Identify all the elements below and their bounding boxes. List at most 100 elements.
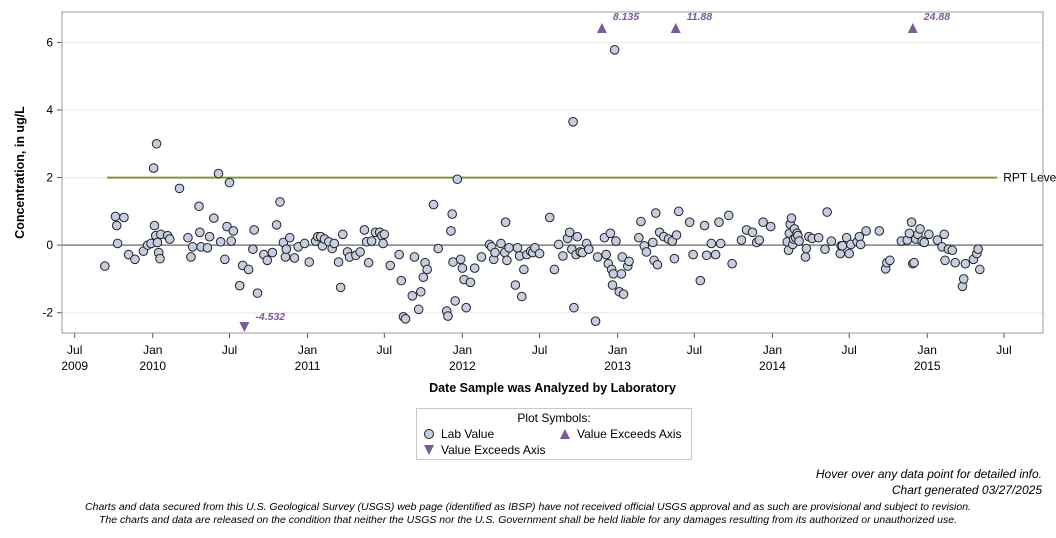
lab-value-point[interactable] — [714, 217, 724, 227]
lab-value-point[interactable] — [919, 237, 930, 248]
lab-value-point[interactable] — [465, 277, 476, 288]
lab-value-point[interactable] — [813, 232, 824, 243]
lab-value-point[interactable] — [249, 225, 259, 235]
lab-value-point[interactable] — [416, 286, 426, 297]
lab-value-point[interactable] — [130, 254, 140, 265]
legend-item-exceeds-down[interactable]: Value Exceeds Axis — [423, 443, 546, 457]
lab-value-point[interactable] — [228, 226, 239, 236]
lab-value-point[interactable] — [950, 257, 961, 268]
lab-value-point[interactable] — [512, 243, 523, 253]
lab-value-point[interactable] — [906, 217, 917, 227]
lab-value-point[interactable] — [366, 236, 377, 246]
lab-value-point[interactable] — [939, 229, 949, 240]
lab-value-point[interactable] — [281, 244, 292, 255]
lab-value-point[interactable] — [407, 291, 418, 301]
lab-value-point[interactable] — [359, 225, 370, 235]
lab-value-point[interactable] — [609, 45, 620, 55]
lab-value-point[interactable] — [209, 213, 219, 223]
lab-value-point[interactable] — [461, 302, 471, 313]
lab-value-point[interactable] — [932, 235, 943, 245]
lab-value-point[interactable] — [418, 272, 429, 283]
lab-value-point[interactable] — [765, 221, 776, 232]
lab-value-point[interactable] — [924, 229, 934, 240]
lab-value-point[interactable] — [794, 236, 804, 246]
lab-value-point[interactable] — [754, 235, 765, 245]
lab-value-point[interactable] — [289, 253, 300, 263]
lab-value-point[interactable] — [100, 261, 110, 271]
lab-value-point[interactable] — [723, 210, 734, 221]
lab-value-point[interactable] — [544, 212, 555, 223]
lab-value-point[interactable] — [363, 257, 374, 268]
lab-value-point[interactable] — [119, 212, 129, 223]
lab-value-point[interactable] — [617, 252, 628, 262]
lab-value-point[interactable] — [650, 208, 661, 218]
lab-value-point[interactable] — [669, 253, 680, 264]
data-points[interactable]: 8.135 11.88 24.88 -4.532 — [100, 11, 985, 332]
lab-value-point[interactable] — [502, 255, 512, 266]
lab-value-point[interactable] — [611, 236, 621, 246]
lab-value-point[interactable] — [234, 280, 245, 291]
lab-value-point[interactable] — [202, 243, 213, 253]
lab-value-point[interactable] — [583, 244, 594, 255]
lab-value-point[interactable] — [727, 258, 737, 269]
lab-value-point[interactable] — [519, 264, 529, 275]
lab-value-point[interactable] — [605, 228, 616, 239]
lab-value-point[interactable] — [379, 229, 390, 240]
lab-value-point[interactable] — [568, 117, 578, 127]
lab-value-point[interactable] — [111, 220, 122, 231]
lab-value-point[interactable] — [280, 252, 291, 262]
lab-value-point[interactable] — [590, 316, 601, 326]
legend-item-exceeds-up[interactable]: Value Exceeds Axis — [559, 427, 682, 441]
lab-value-point[interactable] — [699, 220, 710, 231]
lab-value-point[interactable] — [220, 254, 230, 265]
lab-value-point[interactable] — [243, 264, 254, 275]
lab-value-point[interactable] — [186, 252, 196, 262]
lab-value-point[interactable] — [569, 302, 579, 313]
lab-value-point[interactable] — [510, 280, 521, 290]
lab-value-point[interactable] — [601, 249, 611, 260]
lab-value-point[interactable] — [329, 238, 340, 249]
exceeds-axis-up-point[interactable] — [670, 23, 681, 33]
lab-value-point[interactable] — [534, 248, 545, 259]
exceeds-axis-up-point[interactable] — [907, 23, 918, 33]
lab-value-point[interactable] — [715, 238, 726, 249]
lab-value-point[interactable] — [496, 238, 506, 249]
lab-value-point[interactable] — [549, 264, 560, 275]
lab-value-point[interactable] — [820, 244, 830, 255]
lab-value-point[interactable] — [110, 211, 121, 222]
lab-value-point[interactable] — [758, 217, 768, 227]
lab-value-point[interactable] — [616, 269, 627, 279]
lab-value-point[interactable] — [975, 264, 985, 275]
lab-value-point[interactable] — [973, 244, 983, 255]
lab-value-point[interactable] — [187, 242, 198, 252]
lab-value-point[interactable] — [304, 257, 315, 267]
lab-value-point[interactable] — [450, 296, 460, 306]
lab-value-point[interactable] — [747, 227, 758, 238]
lab-value-point[interactable] — [736, 235, 747, 245]
lab-value-point[interactable] — [455, 254, 466, 265]
lab-value-point[interactable] — [271, 220, 282, 230]
lab-value-point[interactable] — [337, 229, 348, 240]
lab-value-point[interactable] — [960, 258, 971, 269]
lab-value-point[interactable] — [564, 227, 575, 238]
lab-value-point[interactable] — [885, 255, 895, 266]
lab-value-point[interactable] — [800, 252, 811, 262]
lab-value-point[interactable] — [695, 275, 706, 286]
lab-value-point[interactable] — [648, 237, 658, 248]
lab-value-point[interactable] — [844, 248, 854, 259]
lab-value-point[interactable] — [155, 253, 165, 264]
lab-value-point[interactable] — [422, 264, 432, 275]
lab-value-point[interactable] — [413, 304, 424, 315]
lab-value-point[interactable] — [284, 232, 295, 243]
lab-value-point[interactable] — [558, 251, 568, 261]
lab-value-point[interactable] — [443, 311, 453, 321]
lab-value-point[interactable] — [500, 217, 511, 227]
lab-value-point[interactable] — [837, 241, 848, 251]
lab-value-point[interactable] — [835, 248, 846, 259]
lab-value-point[interactable] — [915, 224, 925, 234]
lab-value-point[interactable] — [385, 260, 396, 271]
lab-value-point[interactable] — [634, 232, 644, 243]
lab-value-point[interactable] — [476, 252, 487, 262]
lab-value-point[interactable] — [652, 259, 663, 270]
lab-value-point[interactable] — [204, 231, 215, 242]
